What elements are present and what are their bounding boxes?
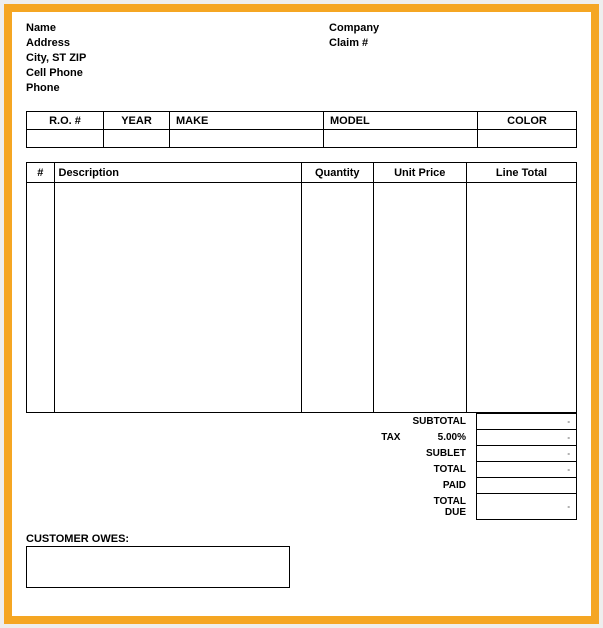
subtotal-label: SUBTOTAL <box>406 414 476 430</box>
col-unit-price: Unit Price <box>373 163 467 183</box>
items-header-row: # Description Quantity Unit Price Line T… <box>27 163 577 183</box>
customer-owes-box[interactable] <box>26 546 290 588</box>
line-items-table: # Description Quantity Unit Price Line T… <box>26 162 577 413</box>
phone-label: Phone <box>26 82 329 94</box>
subtotal-value: - <box>477 414 577 430</box>
col-model: MODEL <box>324 112 478 130</box>
header-left: Name Address City, ST ZIP Cell Phone Pho… <box>26 22 329 97</box>
cell-description[interactable] <box>54 183 302 413</box>
tax-value: - <box>477 430 577 446</box>
col-ro: R.O. # <box>27 112 104 130</box>
document-frame: Name Address City, ST ZIP Cell Phone Pho… <box>4 4 599 624</box>
vehicle-header-row: R.O. # YEAR MAKE MODEL COLOR <box>27 112 577 130</box>
total-value: - <box>477 462 577 478</box>
cell-ro[interactable] <box>27 130 104 148</box>
cell-line-total[interactable] <box>467 183 577 413</box>
col-num: # <box>27 163 55 183</box>
cell-make[interactable] <box>170 130 324 148</box>
cell-year[interactable] <box>104 130 170 148</box>
sublet-label: SUBLET <box>406 446 476 462</box>
total-due-label: TOTAL DUE <box>406 494 476 520</box>
tax-rate: 5.00% <box>406 430 476 446</box>
cell-phone-label: Cell Phone <box>26 67 329 79</box>
paid-label: PAID <box>406 478 476 494</box>
totals-block: SUBTOTAL - TAX 5.00% - SUBLET - TOTAL - <box>26 413 577 520</box>
header-right: Company Claim # <box>329 22 577 97</box>
cell-unit-price[interactable] <box>373 183 467 413</box>
paid-row: PAID <box>302 478 577 494</box>
due-row: TOTAL DUE - <box>302 494 577 520</box>
invoice-page: Name Address City, ST ZIP Cell Phone Pho… <box>26 22 577 606</box>
subtotal-row: SUBTOTAL - <box>302 414 577 430</box>
tax-label: TAX <box>302 430 407 446</box>
sublet-row: SUBLET - <box>302 446 577 462</box>
name-label: Name <box>26 22 329 34</box>
total-row: TOTAL - <box>302 462 577 478</box>
total-label: TOTAL <box>406 462 476 478</box>
col-make: MAKE <box>170 112 324 130</box>
cell-num[interactable] <box>27 183 55 413</box>
sublet-value: - <box>477 446 577 462</box>
customer-owes-label: CUSTOMER OWES: <box>26 533 290 545</box>
col-description: Description <box>54 163 302 183</box>
col-quantity: Quantity <box>302 163 374 183</box>
city-label: City, ST ZIP <box>26 52 329 64</box>
paid-value <box>477 478 577 494</box>
totals-table: SUBTOTAL - TAX 5.00% - SUBLET - TOTAL - <box>302 413 578 520</box>
vehicle-info-table: R.O. # YEAR MAKE MODEL COLOR <box>26 111 577 148</box>
total-due-value: - <box>477 494 577 520</box>
cell-model[interactable] <box>324 130 478 148</box>
header-block: Name Address City, ST ZIP Cell Phone Pho… <box>26 22 577 97</box>
col-year: YEAR <box>104 112 170 130</box>
customer-owes-section: CUSTOMER OWES: <box>26 533 290 588</box>
company-label: Company <box>329 22 577 34</box>
col-color: COLOR <box>478 112 577 130</box>
tax-row: TAX 5.00% - <box>302 430 577 446</box>
vehicle-data-row <box>27 130 577 148</box>
address-label: Address <box>26 37 329 49</box>
claim-label: Claim # <box>329 37 577 49</box>
cell-quantity[interactable] <box>302 183 374 413</box>
cell-color[interactable] <box>478 130 577 148</box>
items-body-row <box>27 183 577 413</box>
col-line-total: Line Total <box>467 163 577 183</box>
